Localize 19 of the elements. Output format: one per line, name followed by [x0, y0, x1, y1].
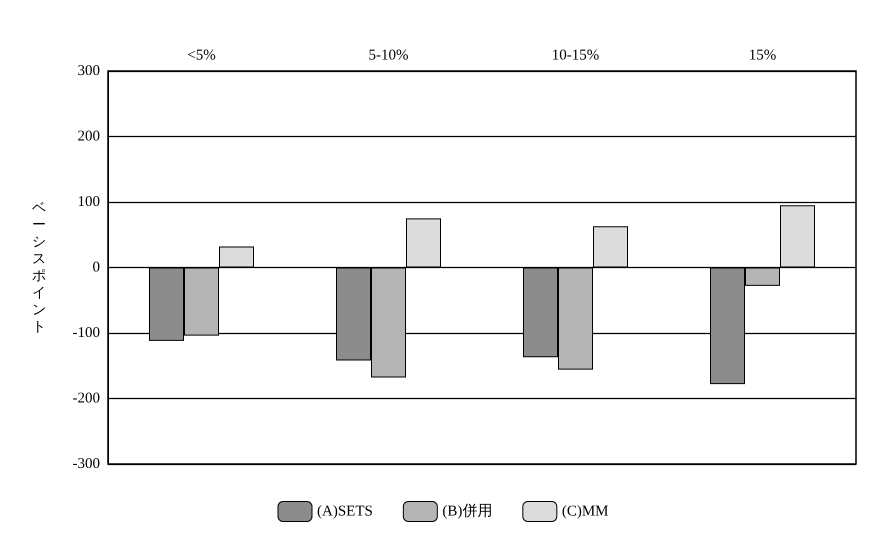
y-tick-label: 100: [78, 194, 100, 210]
y-tick-label: -300: [72, 456, 100, 472]
bar: [780, 205, 815, 268]
y-tick-label: 300: [78, 63, 100, 79]
y-axis-title: ベーシスポイント: [32, 200, 46, 335]
x-tick-label: <5%: [187, 48, 216, 64]
x-tick-label: 5-10%: [368, 48, 408, 64]
legend-label: (A)SETS: [317, 504, 373, 520]
bar: [219, 246, 254, 268]
y-tick-label: -200: [72, 390, 100, 406]
bar: [406, 218, 441, 268]
legend-label: (C)MM: [562, 504, 608, 520]
y-tick-label: 0: [92, 260, 100, 276]
y-tick-label: 200: [78, 128, 100, 144]
bar: [593, 226, 628, 268]
y-tick-label: -100: [72, 325, 100, 341]
legend-label: (B)併用: [442, 504, 492, 520]
x-tick-label: 10-15%: [552, 48, 600, 64]
x-tick-label: 15%: [748, 48, 776, 64]
